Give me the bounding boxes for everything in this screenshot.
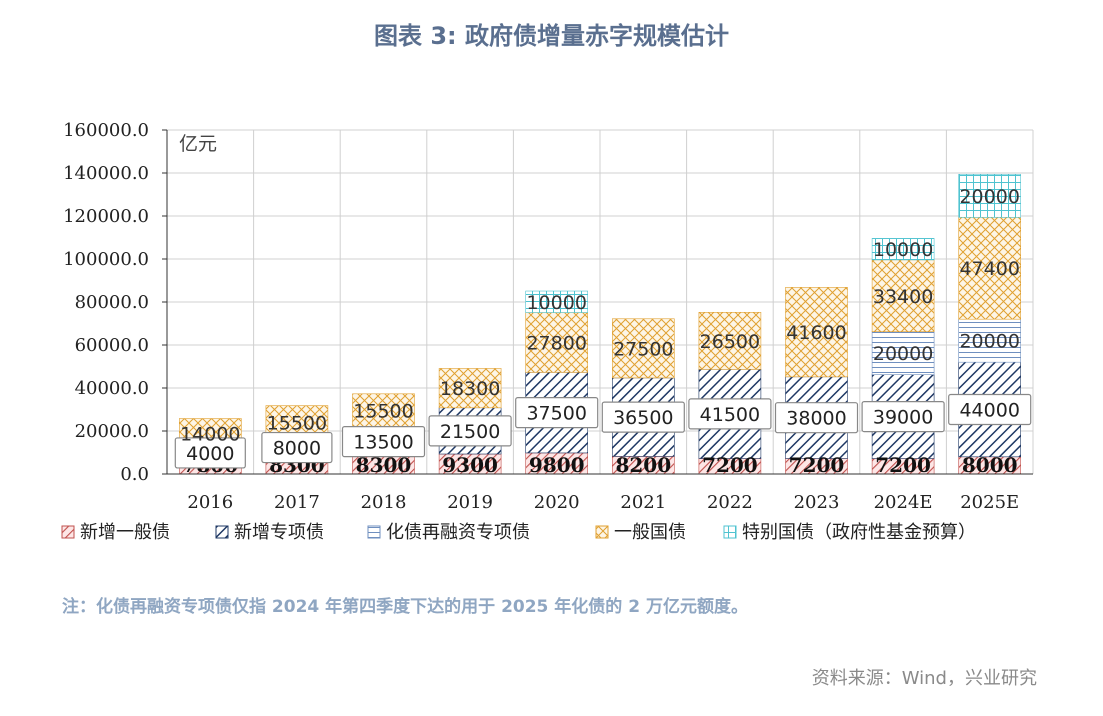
data-label-general_new: 9800 (529, 453, 585, 477)
data-label-treasury: 27800 (526, 332, 586, 354)
data-label-treasury: 14000 (180, 424, 240, 446)
x-tick-label: 2017 (274, 492, 320, 513)
data-label-treasury: 33400 (873, 286, 933, 308)
x-tick-label: 2018 (361, 492, 407, 513)
data-label-special_treasury: 20000 (959, 186, 1019, 208)
data-label-general_new: 7200 (789, 453, 845, 477)
gridlines (167, 129, 1034, 474)
legend-swatch-special_new (215, 525, 229, 539)
data-label-general_new: 9300 (442, 453, 498, 477)
source-credit: 资料来源：Wind，兴业研究 (811, 668, 1037, 689)
bar-treasury (352, 393, 415, 428)
legend-label-refinance: 化债再融资专项债 (386, 522, 530, 543)
legend-label-general_new: 新增一般债 (80, 522, 170, 543)
bar-treasury (438, 368, 502, 409)
legend-label-treasury: 一般国债 (614, 522, 686, 543)
axes: 0.0 20000.0 40000.0 60000.0 80000.0 100000.0 1… (63, 120, 1033, 513)
bar-special_treasury (525, 290, 589, 313)
bar-special_treasury (871, 238, 935, 261)
data-label-special_new: 38000 (786, 408, 846, 430)
bar-special_treasury (958, 173, 1022, 218)
data-label-special_treasury: 10000 (873, 239, 933, 261)
unit-label: 亿元 (179, 133, 217, 155)
y-tick-label: 20000.0 (75, 421, 149, 442)
data-label-special_new: 8000 (273, 438, 321, 460)
x-tick-label: 2025E (960, 492, 1019, 513)
y-tick-label: 40000.0 (75, 378, 149, 399)
y-tick-label: 60000.0 (75, 335, 149, 356)
x-tick-label: 2020 (534, 492, 580, 513)
data-label-box (948, 393, 1032, 426)
legend-swatch-general_new (61, 525, 75, 539)
legend-swatch-special_treasury (723, 525, 737, 539)
data-label-box (688, 398, 772, 430)
footnote: 注：化债再融资专项债仅指 2024 年第四季度下达的用于 2025 年化债的 2… (62, 597, 748, 617)
data-label-treasury: 18300 (440, 378, 500, 400)
y-tick-label: 100000.0 (63, 249, 149, 270)
data-label-treasury: 27500 (613, 338, 673, 360)
data-label-box (174, 437, 246, 469)
data-label-special_new: 13500 (353, 432, 413, 454)
x-tick-label: 2016 (187, 492, 233, 513)
data-label-special_new: 36500 (613, 407, 673, 429)
data-label-general_new: 7200 (875, 453, 931, 477)
data-label-box (515, 397, 599, 429)
bar-treasury (611, 318, 675, 379)
x-tick-label: 2022 (707, 492, 753, 513)
data-label-special_treasury: 10000 (526, 292, 586, 314)
data-label-box (261, 431, 333, 464)
data-labels: 7800400014000830080001550083001350015500… (174, 186, 1032, 477)
legend-swatch-treasury (595, 525, 609, 539)
bar-treasury (525, 312, 589, 373)
data-label-special_new: 21500 (440, 421, 500, 443)
data-label-treasury: 15500 (353, 400, 413, 422)
data-label-special_new: 41500 (700, 404, 760, 426)
legend: 新增一般债 新增专项债 化债再融资专项债 一般国债 特别国债（政府性基金预算） (61, 522, 976, 543)
data-label-box (341, 426, 426, 458)
y-tick-label: 0.0 (120, 464, 149, 485)
x-tick-label: 2024E (874, 492, 933, 513)
y-tick-label: 80000.0 (75, 292, 149, 313)
y-tick-label: 140000.0 (63, 163, 149, 184)
bar-treasury (785, 287, 848, 378)
data-label-treasury: 15500 (267, 412, 327, 434)
chart-title: 图表 3: 政府债增量赤字规模估计 (373, 22, 729, 50)
data-label-box (774, 402, 859, 434)
data-label-refinance: 20000 (873, 343, 933, 365)
legend-label-special_new: 新增专项债 (234, 522, 324, 543)
data-label-special_new: 44000 (959, 400, 1019, 422)
data-label-treasury: 41600 (786, 322, 846, 344)
legend-swatch-refinance (367, 525, 381, 539)
data-label-treasury: 26500 (700, 331, 760, 353)
data-label-special_new: 39000 (873, 407, 933, 429)
data-label-special_new: 37500 (526, 403, 586, 425)
bar-treasury (698, 312, 762, 370)
data-label-general_new: 7200 (702, 453, 758, 477)
data-label-general_new: 8200 (615, 453, 671, 477)
data-label-box (861, 400, 945, 433)
data-label-special_new: 4000 (186, 443, 234, 465)
bar-treasury (871, 259, 935, 332)
x-tick-label: 2019 (447, 492, 493, 513)
x-tick-label: 2023 (794, 492, 840, 513)
x-tick-label: 2021 (620, 492, 666, 513)
data-label-general_new: 8000 (962, 453, 1018, 477)
bar-refinance (871, 331, 935, 375)
y-tick-label: 120000.0 (63, 206, 149, 227)
data-label-box (601, 401, 685, 433)
y-tick-label: 160000.0 (63, 120, 149, 141)
data-label-refinance: 20000 (959, 331, 1019, 353)
legend-label-special_treasury: 特别国债（政府性基金预算） (742, 522, 976, 543)
data-label-treasury: 47400 (959, 258, 1019, 280)
data-label-box (428, 415, 512, 447)
